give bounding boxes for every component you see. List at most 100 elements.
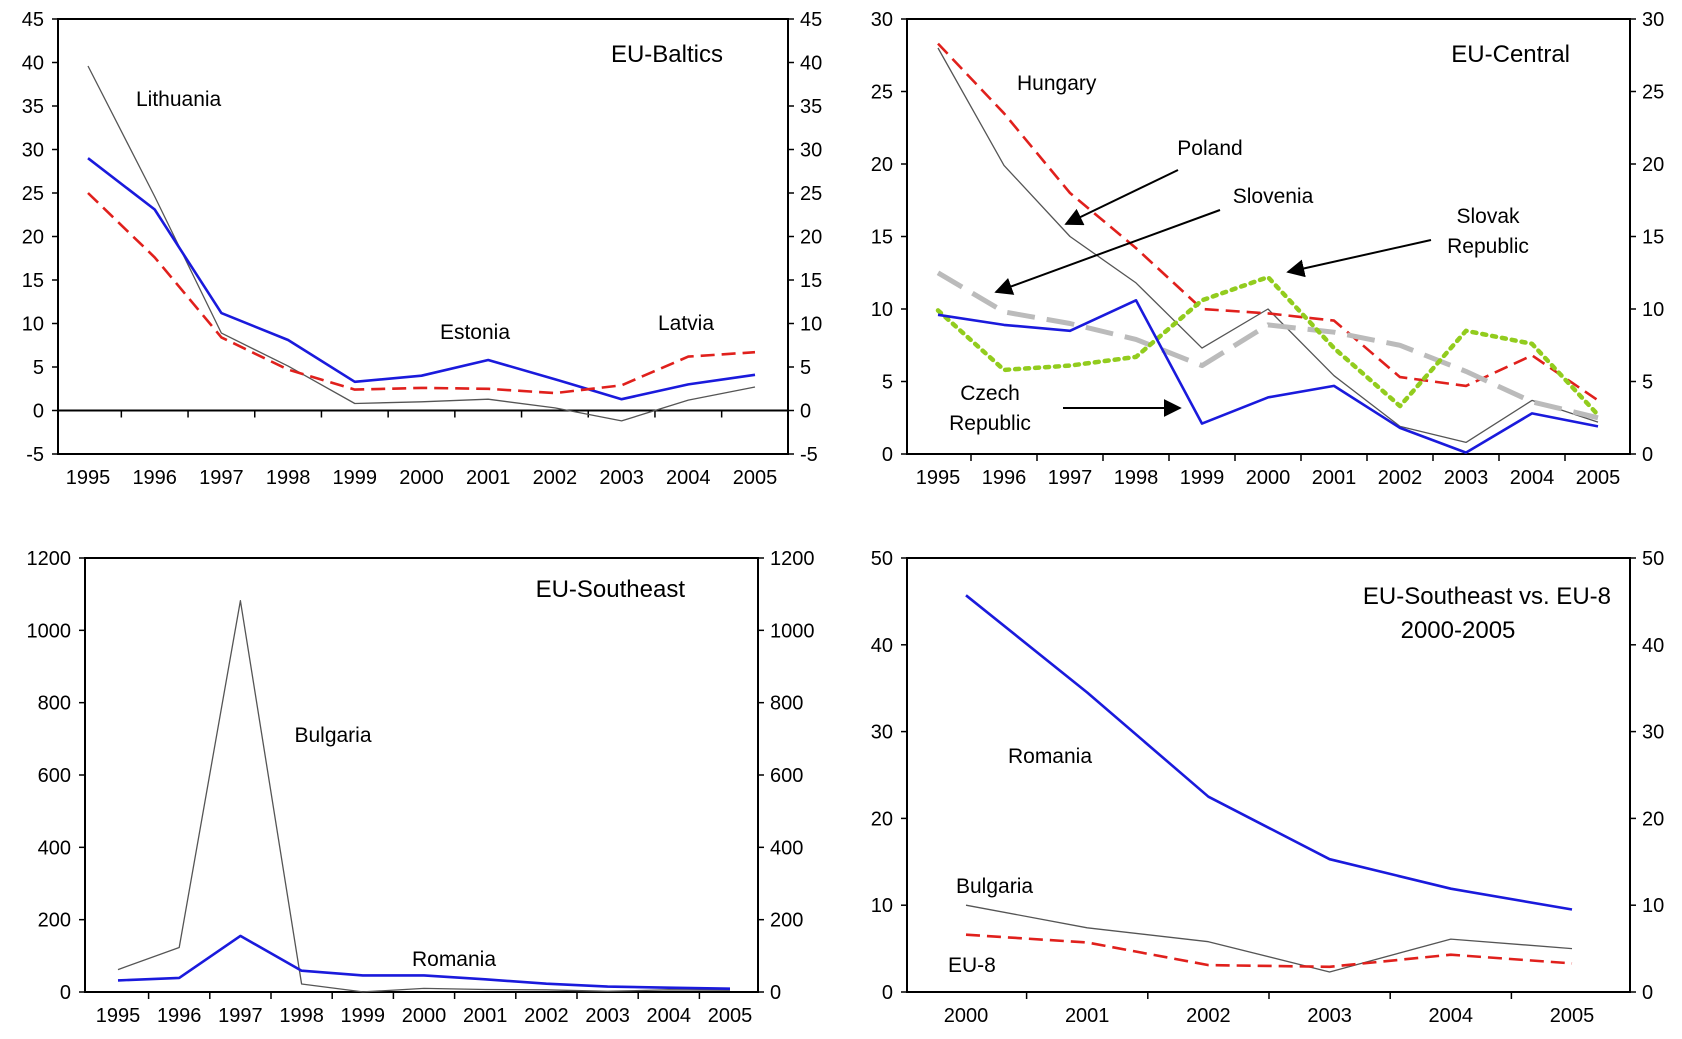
- annotation-line-1: Slovak: [1456, 205, 1520, 228]
- y-tick-label-left: 0: [882, 444, 893, 466]
- y-tick-label-left: 0: [33, 401, 44, 423]
- x-tick-label: 2000: [944, 1005, 989, 1027]
- annotation-line-1: Czech: [960, 382, 1020, 405]
- y-tick-label-left: 10: [22, 314, 44, 336]
- x-tick-label: 2001: [463, 1005, 508, 1027]
- annotation-romania: Romania: [1008, 745, 1092, 768]
- y-tick-label-right: 40: [800, 53, 822, 75]
- y-tick-label-left: 400: [38, 837, 71, 859]
- x-tick-label: 2004: [1429, 1005, 1474, 1027]
- x-tick-label: 2002: [533, 467, 578, 489]
- y-tick-label-right: 5: [1642, 372, 1653, 394]
- y-tick-label-right: 20: [800, 227, 822, 249]
- series-line-romania: [965, 594, 1573, 911]
- y-tick-label-left: 1200: [27, 548, 72, 570]
- annotation-bulgaria: Bulgaria: [956, 875, 1033, 898]
- y-tick-label-left: 30: [871, 9, 893, 31]
- y-tick-label-right: 0: [800, 401, 811, 423]
- series-line-latvia: [87, 192, 756, 395]
- x-tick-label: 2002: [524, 1005, 569, 1027]
- y-tick-label-right: 0: [770, 982, 781, 1004]
- y-tick-label-right: 5: [800, 357, 811, 379]
- chart-subtitle: 2000-2005: [1401, 617, 1516, 644]
- x-tick-label: 2004: [647, 1005, 692, 1027]
- y-tick-label-left: 20: [22, 227, 44, 249]
- annotation-line-2: Republic: [949, 412, 1031, 435]
- arrow-poland: [1064, 169, 1179, 226]
- x-tick-label: 1996: [132, 467, 177, 489]
- x-tick-label: 2002: [1186, 1005, 1231, 1027]
- series-line-eu-8: [965, 933, 1573, 969]
- y-tick-label-right: 40: [1642, 635, 1664, 657]
- y-tick-label-right: 10: [1642, 895, 1664, 917]
- x-tick-label: 2005: [708, 1005, 753, 1027]
- y-tick-label-right: -5: [800, 444, 818, 466]
- annotation-czech-republic: Czech Republic: [949, 382, 1031, 435]
- y-tick-label-left: 5: [882, 372, 893, 394]
- series-line-bulgaria: [117, 600, 731, 993]
- x-tick-label: 1998: [1114, 467, 1159, 489]
- y-tick-label-left: 5: [33, 357, 44, 379]
- y-tick-label-left: 45: [22, 9, 44, 31]
- x-tick-label: 2005: [1576, 467, 1621, 489]
- y-tick-label-left: 20: [871, 808, 893, 830]
- chart-panel-4: 0 0 10 10 20 20 30 30 40 40 50 50 2000 2001 2002 2003 20…: [871, 548, 1665, 1027]
- plot-frame: [84, 557, 759, 993]
- chart-title: EU-Southeast: [536, 576, 686, 603]
- x-tick-label: 1996: [982, 467, 1027, 489]
- arrow-slovak-republic: [1286, 239, 1432, 278]
- y-tick-label-right: 30: [800, 140, 822, 162]
- y-tick-label-left: 35: [22, 96, 44, 118]
- x-tick-label: 2002: [1378, 467, 1423, 489]
- chart-panel-2: 0 0 5 5 10 10 15 15 20 20 25 25 30 30 1995 1996 1997 1998…: [871, 9, 1665, 489]
- pointer-arrows: [994, 169, 1432, 417]
- annotation-estonia: Estonia: [440, 321, 510, 344]
- chart-title: EU-Southeast vs. EU-8: [1363, 583, 1611, 610]
- y-tick-label-left: 40: [871, 635, 893, 657]
- y-tick-label-right: 15: [1642, 227, 1664, 249]
- y-tick-label-right: 30: [1642, 722, 1664, 744]
- x-tick-label: 2003: [1307, 1005, 1352, 1027]
- y-tick-label-left: 10: [871, 895, 893, 917]
- plot-frame: [906, 557, 1631, 993]
- y-tick-label-right: 800: [770, 693, 803, 715]
- y-tick-label-left: 30: [22, 140, 44, 162]
- y-tick-label-left: 0: [882, 982, 893, 1004]
- annotation-poland: Poland: [1177, 137, 1242, 160]
- annotation-eu-8: EU-8: [948, 954, 996, 977]
- y-tick-label-right: 0: [1642, 982, 1653, 1004]
- x-tick-label: 2001: [1312, 467, 1357, 489]
- annotation-latvia: Latvia: [658, 312, 714, 335]
- x-tick-label: 1997: [199, 467, 244, 489]
- series-line-poland: [937, 42, 1599, 402]
- y-tick-label-right: 10: [800, 314, 822, 336]
- x-tick-label: 2000: [402, 1005, 447, 1027]
- y-tick-label-left: 50: [871, 548, 893, 570]
- y-tick-label-right: 35: [800, 96, 822, 118]
- x-tick-label: 2004: [1510, 467, 1555, 489]
- y-tick-label-right: 25: [800, 183, 822, 205]
- x-tick-label: 1998: [266, 467, 311, 489]
- y-tick-label-left: 1000: [27, 620, 72, 642]
- x-tick-label: 2001: [466, 467, 511, 489]
- x-tick-label: 1998: [279, 1005, 324, 1027]
- series-line-estonia: [87, 157, 756, 401]
- annotation-romania: Romania: [412, 948, 496, 971]
- x-tick-label: 2000: [399, 467, 444, 489]
- x-tick-label: 1999: [341, 1005, 386, 1027]
- y-tick-label-left: 25: [871, 82, 893, 104]
- annotation-line-2: Republic: [1447, 235, 1529, 258]
- y-tick-label-right: 400: [770, 837, 803, 859]
- annotation-hungary: Hungary: [1017, 72, 1097, 95]
- x-tick-label: 2005: [1550, 1005, 1595, 1027]
- chart-title: EU-Central: [1451, 41, 1570, 68]
- x-tick-label: 1996: [157, 1005, 202, 1027]
- x-tick-label: 1995: [96, 1005, 141, 1027]
- y-tick-label-right: 45: [800, 9, 822, 31]
- series-line-czech-republic: [937, 298, 1599, 454]
- x-tick-label: 1999: [1180, 467, 1225, 489]
- y-tick-label-left: 0: [60, 982, 71, 1004]
- x-tick-label: 2001: [1065, 1005, 1110, 1027]
- y-tick-label-left: 30: [871, 722, 893, 744]
